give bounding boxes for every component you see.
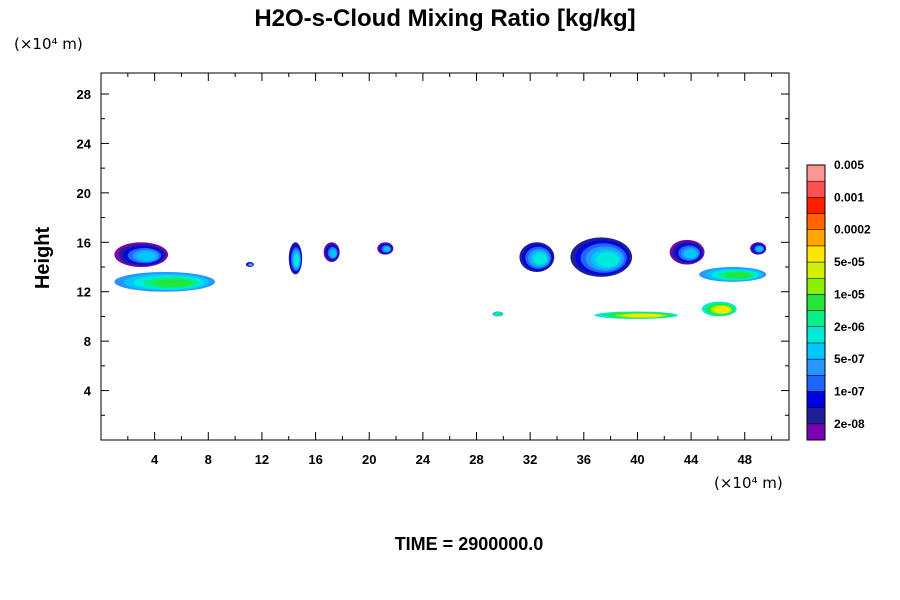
color-legend: 2e-08 1e-07 5e-07 2e-06 1e-05 5e-05 0.0002 0.00… — [806, 158, 871, 441]
legend-swatch — [806, 261, 826, 279]
y-tick-label: 4 — [84, 384, 92, 399]
x-tick-label: 44 — [684, 452, 699, 467]
legend-swatch — [806, 358, 826, 376]
y-axis-title: Height — [32, 227, 54, 290]
legend-frame — [806, 164, 826, 441]
cloud-contour — [756, 246, 763, 252]
cloud-contour — [330, 249, 337, 258]
legend-label: 0.001 — [834, 190, 864, 204]
cloud-feature — [245, 262, 254, 268]
cloud-feature — [288, 242, 303, 275]
y-tick-label: 28 — [77, 87, 91, 102]
cloud-contour — [294, 254, 300, 267]
x-tick-label: 36 — [577, 452, 591, 467]
legend-label: 1e-05 — [834, 287, 865, 301]
x-axis: 4 8 12 16 20 24 28 32 36 40 44 48 — [127, 73, 773, 467]
x-axis-unit-label: (×10⁴ m) — [714, 474, 783, 492]
legend-swatch — [806, 375, 826, 392]
time-label: TIME = 2900000.0 — [395, 534, 544, 554]
cloud-contour — [383, 246, 390, 252]
legend-swatch — [806, 180, 826, 198]
cloud-contour — [152, 279, 193, 287]
cloud-feature — [114, 242, 169, 268]
legend-swatch — [806, 245, 826, 263]
legend-label: 5e-05 — [834, 255, 865, 269]
cloud-contour — [136, 251, 157, 261]
legend-swatch — [806, 342, 826, 360]
legend-swatch — [806, 229, 826, 247]
legend-swatch — [806, 407, 826, 425]
y-tick-label: 8 — [84, 334, 91, 349]
cloud-contour — [249, 263, 253, 266]
legend-swatch — [806, 423, 826, 441]
legend-label: 2e-06 — [834, 320, 865, 334]
x-tick-label: 40 — [630, 452, 644, 467]
cloud-feature — [519, 242, 555, 272]
cloud-feature — [492, 311, 504, 317]
chart-title: H2O-s-Cloud Mixing Ratio [kg/kg] — [254, 5, 635, 32]
x-tick-label: 24 — [416, 452, 431, 467]
legend-swatch — [806, 310, 826, 328]
x-tick-label: 12 — [255, 452, 269, 467]
cloud-feature — [699, 267, 767, 282]
legend-swatch — [806, 326, 826, 344]
cloud-feature — [750, 242, 767, 255]
cloud-field — [114, 237, 767, 319]
cloud-contour — [595, 252, 619, 268]
cloud-contour — [533, 253, 547, 265]
y-tick-label: 20 — [77, 186, 91, 201]
cloud-feature — [323, 242, 340, 263]
legend-swatch — [806, 277, 826, 295]
cloud-feature — [377, 242, 394, 255]
y-tick-label: 24 — [77, 136, 92, 151]
y-axis-unit-label: (×10⁴ m) — [14, 35, 83, 53]
x-tick-label: 32 — [523, 452, 537, 467]
legend-label: 2e-08 — [834, 417, 865, 431]
cloud-contour — [684, 249, 698, 259]
legend-label: 1e-07 — [834, 384, 865, 398]
cloud-feature — [570, 237, 633, 277]
cloud-feature — [701, 301, 737, 317]
legend-swatch — [806, 294, 826, 311]
cloud-feature — [114, 271, 215, 292]
legend-swatch — [806, 391, 826, 408]
cloud-contour — [716, 307, 730, 313]
cloud-feature — [669, 239, 705, 265]
cloud-contour — [496, 313, 501, 316]
y-tick-label: 12 — [77, 285, 91, 300]
cloud-contour — [628, 314, 661, 318]
legend-label: 0.0002 — [834, 223, 871, 237]
legend-label: 0.005 — [834, 158, 864, 172]
cloud-feature — [594, 311, 678, 319]
legend-swatch — [806, 197, 826, 214]
legend-swatch — [806, 213, 826, 230]
cloud-contour — [724, 272, 752, 279]
x-tick-label: 4 — [151, 452, 159, 467]
y-axis: 4 8 12 16 20 24 28 — [77, 87, 789, 416]
plot-frame — [100, 72, 790, 441]
x-tick-label: 8 — [205, 452, 212, 467]
legend-swatch — [806, 164, 826, 182]
x-tick-label: 48 — [738, 452, 752, 467]
x-tick-label: 20 — [362, 452, 376, 467]
x-tick-label: 16 — [308, 452, 322, 467]
legend-label: 5e-07 — [834, 352, 865, 366]
y-tick-label: 16 — [77, 235, 91, 250]
x-tick-label: 28 — [469, 452, 483, 467]
